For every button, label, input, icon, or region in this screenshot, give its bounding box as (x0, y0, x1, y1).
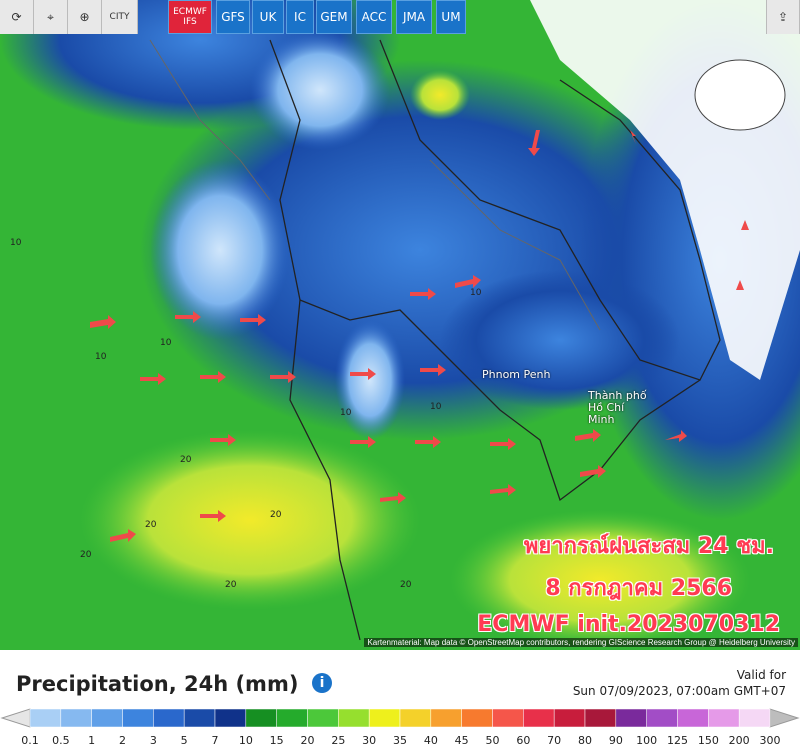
scale-cell (276, 708, 308, 728)
scale-label: 60 (516, 734, 530, 747)
info-button[interactable]: i (312, 673, 332, 693)
scale-label: 35 (393, 734, 407, 747)
model-button[interactable]: GEM (316, 0, 352, 34)
model-button[interactable]: UK (252, 0, 284, 34)
scale-label: 0.1 (21, 734, 39, 747)
contour-label: 10 (160, 338, 172, 348)
scale-cell (307, 708, 339, 728)
scale-cell (368, 708, 401, 728)
city-label: Thành phố Hồ Chí Minh (588, 389, 647, 426)
overlay-init: ECMWF init.2023070312 (477, 612, 780, 637)
scale-label: 1 (88, 734, 95, 747)
scale-label: 125 (667, 734, 688, 747)
scale-cell (430, 708, 462, 728)
overlay-title: พยากรณ์ฝนสะสม 24 ชม. (523, 534, 774, 559)
scale-cell (122, 708, 154, 728)
scale-label: 7 (212, 734, 219, 747)
location-button[interactable]: ⌖ (34, 0, 68, 34)
attribution: Kartenmaterial: Map data © OpenStreetMap… (364, 638, 798, 647)
contour-label: 20 (180, 455, 192, 465)
city-button[interactable]: CITY (102, 0, 138, 34)
scale-cell (153, 708, 185, 728)
panel-title: Precipitation, 24h (mm) (16, 672, 299, 696)
scale-label: 45 (455, 734, 469, 747)
scale-cell (29, 708, 62, 728)
contour-label: 20 (225, 580, 237, 590)
contour-label: 10 (470, 288, 482, 298)
contour-label: 10 (430, 402, 442, 412)
model-button[interactable]: IC (286, 0, 314, 34)
scale-label: 25 (331, 734, 345, 747)
scale-cell (338, 708, 370, 728)
contour-label: 20 (80, 550, 92, 560)
wind-arrows (90, 130, 749, 542)
scale-cell (615, 708, 647, 728)
scale-label: 90 (609, 734, 623, 747)
scale-cell (60, 708, 92, 728)
scale-cell (553, 708, 586, 728)
scale-label: 70 (547, 734, 561, 747)
scale-label: 5 (181, 734, 188, 747)
scale-label: 100 (636, 734, 657, 747)
scale-label: 30 (362, 734, 376, 747)
scale-cell (214, 708, 247, 728)
valid-time: Sun 07/09/2023, 07:00am GMT+07 (572, 684, 786, 698)
scale-cell (461, 708, 493, 728)
scale-cell (738, 708, 771, 728)
model-button[interactable]: UM (436, 0, 466, 34)
scale-label: 150 (698, 734, 719, 747)
scale-arrow-right (769, 708, 800, 728)
scale-label: 0.5 (52, 734, 70, 747)
zoom-button[interactable]: ⊕ (68, 0, 102, 34)
scale-cell (646, 708, 678, 728)
contour-label: 20 (270, 510, 282, 520)
scale-cell (91, 708, 123, 728)
model-button[interactable]: GFS (216, 0, 250, 34)
scale-label: 15 (270, 734, 284, 747)
color-scale: 0.1 0.5 1 2 3 5 7 10 15 20 25 30 35 40 45 50 60 70 80 90 100… (0, 708, 800, 747)
scale-arrow-left (0, 708, 31, 728)
scale-label: 3 (150, 734, 157, 747)
refresh-button[interactable]: ⟳ (0, 0, 34, 34)
scale-cell (677, 708, 709, 728)
contour-label: 20 (145, 520, 157, 530)
model-button[interactable]: ECMWF IFS (168, 0, 212, 34)
contour-label: 10 (95, 352, 107, 362)
scale-cell (492, 708, 524, 728)
contour-label: 10 (10, 238, 22, 248)
scale-cell (584, 708, 617, 728)
contour-label: 10 (340, 408, 352, 418)
scale-cell (399, 708, 432, 728)
legend-panel: Precipitation, 24h (mm) i Valid for Sun … (0, 650, 800, 749)
scale-label: 40 (424, 734, 438, 747)
scale-cell (708, 708, 740, 728)
scale-label: 300 (760, 734, 781, 747)
model-button[interactable]: ACC (356, 0, 392, 34)
scale-cell (245, 708, 277, 728)
scale-label: 50 (486, 734, 500, 747)
city-label: Phnom Penh (482, 368, 551, 381)
contour-label: 20 (400, 580, 412, 590)
scale-label: 80 (578, 734, 592, 747)
scale-cell (183, 708, 216, 728)
scale-label: 20 (301, 734, 315, 747)
share-button[interactable]: ⇪ (766, 0, 800, 34)
scale-label: 200 (729, 734, 750, 747)
scale-label: 2 (119, 734, 126, 747)
overlay-date: 8 กรกฎาคม 2566 (545, 576, 732, 601)
scale-cell (523, 708, 555, 728)
model-button[interactable]: JMA (396, 0, 432, 34)
map[interactable] (0, 0, 800, 650)
scale-label: 10 (239, 734, 253, 747)
valid-label: Valid for (736, 668, 786, 682)
